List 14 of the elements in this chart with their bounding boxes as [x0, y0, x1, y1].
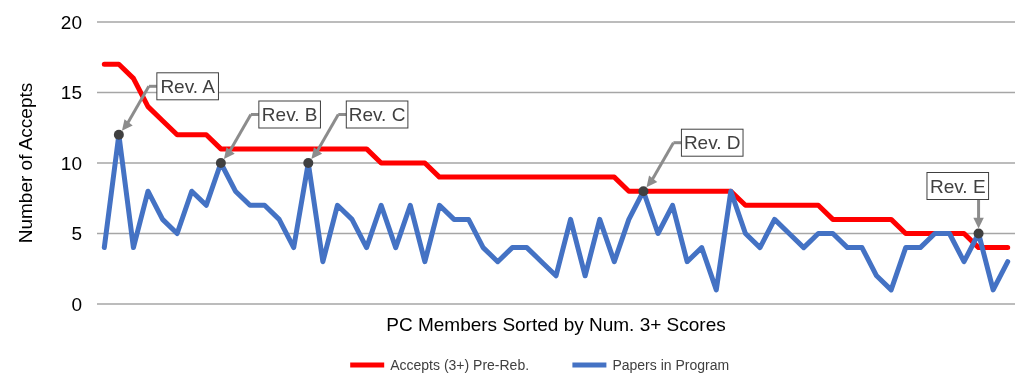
y-tick-label: 15 — [60, 82, 82, 104]
annotation: Rev. E — [929, 175, 986, 197]
legend-label: Papers in Program — [612, 356, 730, 373]
annotation: Rev. B — [261, 104, 318, 126]
y-axis-title: Number of Accepts — [15, 82, 36, 244]
annotation: Rev. C — [348, 104, 406, 126]
y-tick-label: 20 — [60, 11, 82, 33]
annotation: Rev. A — [160, 75, 216, 97]
x-axis-title: PC Members Sorted by Num. 3+ Scores — [386, 314, 726, 335]
y-tick-label: 0 — [71, 293, 82, 315]
legend-label: Accepts (3+) Pre-Reb. — [390, 356, 530, 373]
y-tick-label: 10 — [60, 152, 82, 174]
annotation: Rev. D — [683, 132, 741, 154]
y-tick-label: 5 — [71, 223, 82, 245]
